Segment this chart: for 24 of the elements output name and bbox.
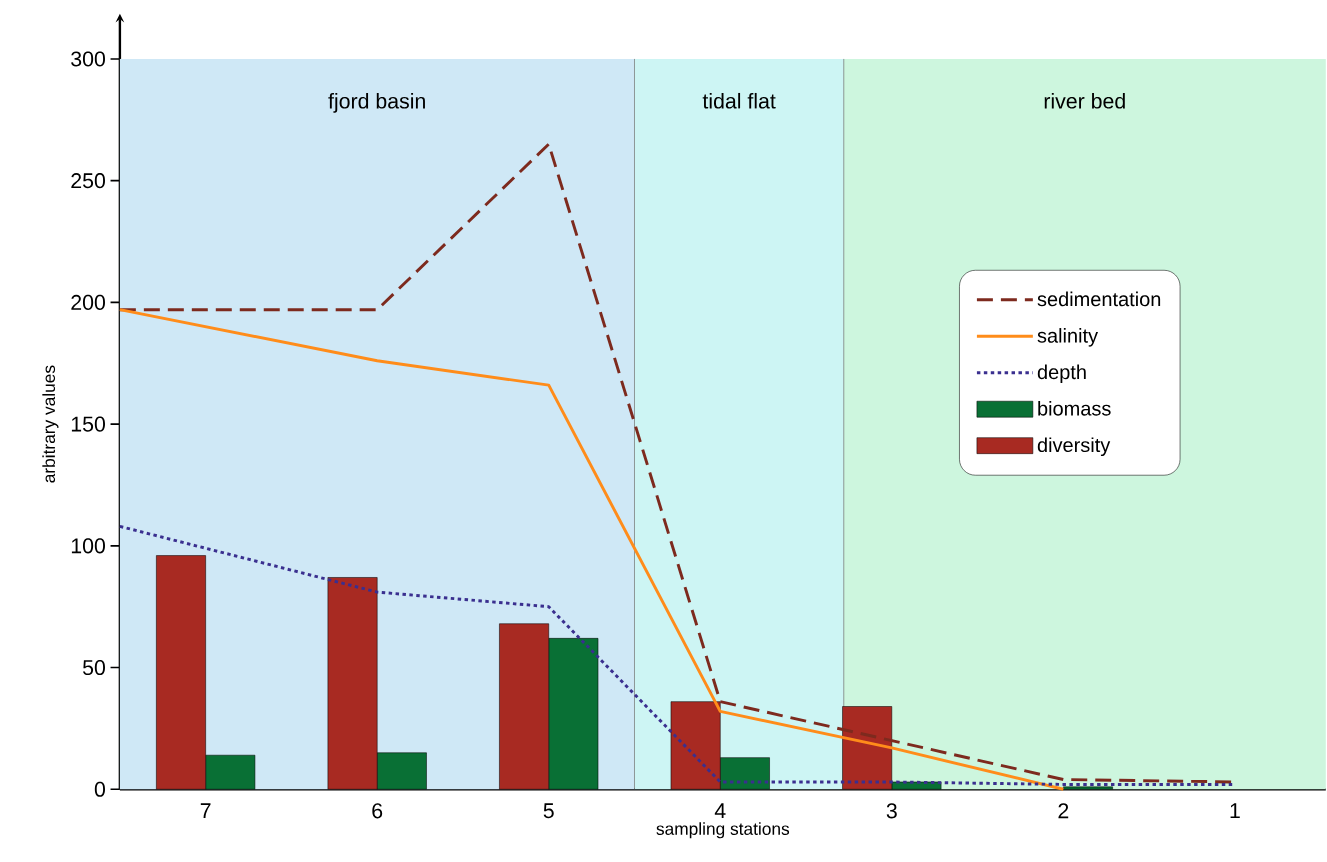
x-tick-label: 6	[372, 803, 383, 819]
legend-label: salinity	[1037, 327, 1099, 347]
y-tick-label: 300	[71, 51, 105, 67]
legend-label: biomass	[1038, 400, 1111, 416]
y-tick-label: 150	[71, 416, 105, 432]
x-tick-label: 4	[714, 803, 726, 818]
y-tick-label: 250	[71, 173, 105, 189]
x-tick-label: 3	[886, 803, 897, 819]
x-tick-label: 5	[543, 803, 554, 819]
y-tick-label: 200	[71, 294, 105, 310]
legend-label: sedimentation	[1037, 291, 1161, 307]
y-tick-label: 100	[71, 538, 105, 554]
band-label: river bed	[1044, 92, 1125, 109]
x-tick-label: 7	[200, 803, 211, 818]
legend-label: diversity	[1037, 437, 1111, 456]
x-tick-label: 2	[1058, 803, 1069, 819]
y-tick-label: 50	[83, 659, 105, 675]
x-axis-title: sampling stations	[656, 822, 790, 839]
legend-label: depth	[1037, 364, 1086, 384]
band-label: tidal flat	[702, 92, 776, 109]
y-axis-title: arbitrary values	[42, 365, 59, 483]
x-tick-label: 1	[1230, 803, 1240, 818]
band-label: fjord basin	[328, 92, 425, 113]
y-tick-label: 0	[94, 781, 105, 797]
